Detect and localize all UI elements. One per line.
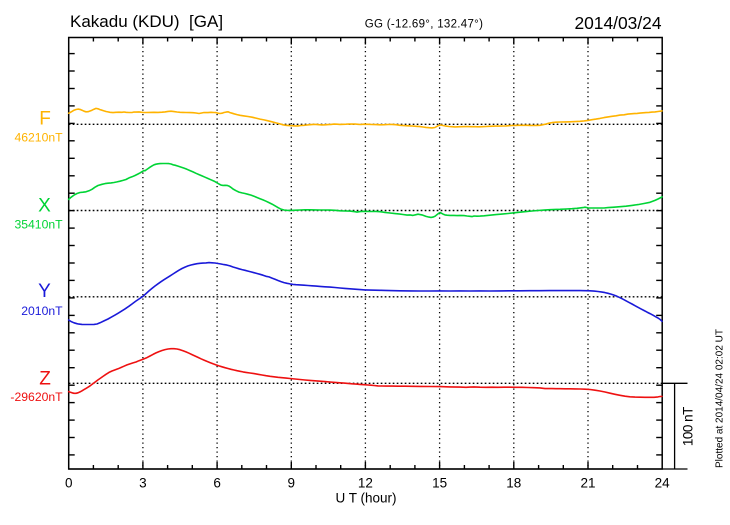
svg-text:2014/03/24: 2014/03/24 [574, 13, 661, 33]
svg-text:X: X [38, 196, 51, 217]
svg-text:Y: Y [38, 281, 51, 302]
svg-text:18: 18 [506, 475, 521, 490]
svg-text:100 nT: 100 nT [681, 407, 696, 446]
svg-text:46210nT: 46210nT [14, 131, 63, 145]
svg-text:-29620nT: -29620nT [10, 390, 63, 404]
svg-text:15: 15 [432, 475, 447, 490]
svg-text:0: 0 [65, 475, 73, 490]
svg-text:3: 3 [139, 475, 147, 490]
svg-text:Plotted at 2014/04/24 02:02 UT: Plotted at 2014/04/24 02:02 UT [715, 329, 726, 468]
svg-text:2010nT: 2010nT [21, 304, 63, 318]
svg-text:35410nT: 35410nT [14, 217, 63, 231]
svg-text:12: 12 [358, 475, 373, 490]
svg-text:21: 21 [580, 475, 595, 490]
svg-text:Z: Z [39, 368, 51, 389]
svg-text:F: F [39, 108, 51, 129]
svg-text:6: 6 [213, 475, 221, 490]
svg-text:9: 9 [288, 475, 296, 490]
svg-text:GG (-12.69°, 132.47°): GG (-12.69°, 132.47°) [365, 19, 483, 31]
svg-text:Kakadu (KDU) [GA]: Kakadu (KDU) [GA] [70, 12, 223, 31]
svg-text:24: 24 [655, 475, 671, 490]
svg-text:U T (hour): U T (hour) [335, 491, 396, 506]
